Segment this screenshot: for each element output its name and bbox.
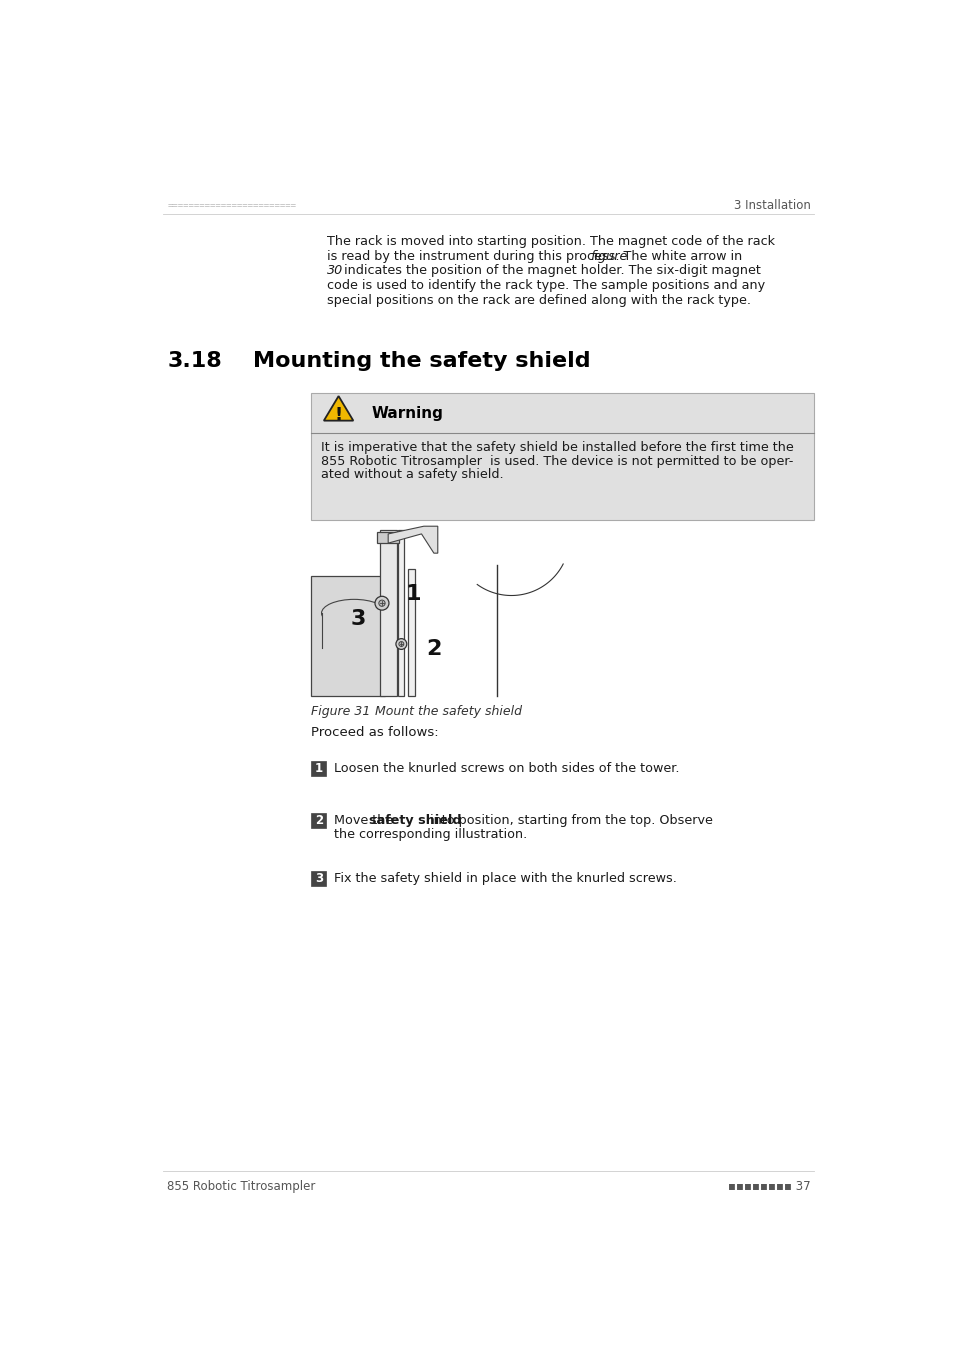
Text: Warning: Warning — [372, 405, 443, 420]
Text: is read by the instrument during this process. The white arrow in: is read by the instrument during this pr… — [327, 250, 745, 263]
FancyBboxPatch shape — [311, 393, 813, 520]
Text: safety shield: safety shield — [369, 814, 461, 828]
FancyBboxPatch shape — [311, 576, 385, 695]
Text: 30: 30 — [327, 265, 343, 277]
Text: 855 Robotic Titrosampler  is used. The device is not permitted to be oper-: 855 Robotic Titrosampler is used. The de… — [320, 455, 792, 467]
Circle shape — [378, 601, 385, 606]
Circle shape — [375, 597, 389, 610]
FancyBboxPatch shape — [311, 761, 326, 776]
FancyBboxPatch shape — [311, 871, 326, 886]
FancyBboxPatch shape — [377, 532, 398, 543]
Polygon shape — [388, 526, 437, 554]
FancyBboxPatch shape — [408, 568, 415, 695]
Text: into position, starting from the top. Observe: into position, starting from the top. Ob… — [425, 814, 712, 828]
Circle shape — [398, 641, 403, 647]
Text: Move the: Move the — [334, 814, 396, 828]
Text: indicates the position of the magnet holder. The six-digit magnet: indicates the position of the magnet hol… — [340, 265, 760, 277]
Text: 3 Installation: 3 Installation — [733, 200, 810, 212]
Circle shape — [395, 639, 406, 649]
Polygon shape — [323, 396, 353, 421]
Text: The rack is moved into starting position. The magnet code of the rack: The rack is moved into starting position… — [327, 235, 774, 248]
Text: Proceed as follows:: Proceed as follows: — [311, 726, 438, 740]
Text: 2: 2 — [314, 814, 322, 828]
Text: 3.18: 3.18 — [167, 351, 222, 371]
Text: 3: 3 — [350, 609, 365, 629]
Text: 1: 1 — [314, 761, 322, 775]
Text: Figure 31: Figure 31 — [311, 705, 371, 718]
Text: the corresponding illustration.: the corresponding illustration. — [334, 828, 527, 841]
Text: ated without a safety shield.: ated without a safety shield. — [320, 468, 503, 482]
Text: 855 Robotic Titrosampler: 855 Robotic Titrosampler — [167, 1180, 315, 1192]
Text: It is imperative that the safety shield be installed before the first time the: It is imperative that the safety shield … — [320, 440, 793, 454]
FancyBboxPatch shape — [311, 814, 326, 828]
Text: ▪▪▪▪▪▪▪▪ 37: ▪▪▪▪▪▪▪▪ 37 — [727, 1180, 810, 1192]
Text: Fix the safety shield in place with the knurled screws.: Fix the safety shield in place with the … — [334, 872, 676, 886]
Text: figure: figure — [590, 250, 627, 263]
Ellipse shape — [321, 599, 386, 628]
FancyBboxPatch shape — [379, 531, 396, 695]
Text: Loosen the knurled screws on both sides of the tower.: Loosen the knurled screws on both sides … — [334, 761, 679, 775]
FancyBboxPatch shape — [397, 531, 404, 695]
Text: !: ! — [335, 406, 342, 424]
Text: 1: 1 — [406, 585, 421, 603]
Text: Mount the safety shield: Mount the safety shield — [359, 705, 522, 718]
Text: code is used to identify the rack type. The sample positions and any: code is used to identify the rack type. … — [327, 279, 764, 292]
Text: ========================: ======================== — [167, 201, 296, 211]
Text: 3: 3 — [314, 872, 322, 886]
FancyBboxPatch shape — [321, 613, 386, 648]
Text: 2: 2 — [426, 640, 441, 659]
Text: special positions on the rack are defined along with the rack type.: special positions on the rack are define… — [327, 294, 750, 306]
Text: Mounting the safety shield: Mounting the safety shield — [253, 351, 590, 371]
